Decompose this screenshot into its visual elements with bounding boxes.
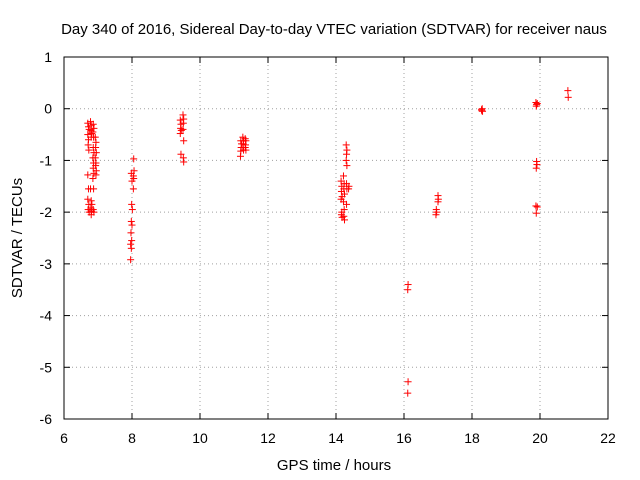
grid-lines bbox=[64, 57, 608, 419]
data-point bbox=[129, 185, 137, 193]
data-point bbox=[87, 197, 95, 205]
data-point bbox=[127, 217, 135, 225]
data-point bbox=[532, 202, 540, 210]
data-point bbox=[127, 256, 135, 264]
data-point bbox=[130, 175, 138, 183]
data-point bbox=[90, 185, 98, 193]
x-tick-label: 10 bbox=[192, 430, 208, 446]
data-point bbox=[176, 116, 184, 124]
data-point bbox=[89, 175, 97, 183]
data-point bbox=[479, 107, 487, 115]
data-point bbox=[533, 203, 541, 211]
data-point bbox=[564, 93, 572, 101]
data-point bbox=[89, 128, 97, 136]
x-axis-label: GPS time / hours bbox=[277, 457, 391, 474]
data-point bbox=[177, 126, 185, 134]
data-point bbox=[343, 200, 351, 208]
data-point bbox=[564, 87, 572, 95]
y-tick-label: -1 bbox=[40, 152, 53, 168]
data-point bbox=[85, 146, 93, 154]
data-point bbox=[128, 237, 136, 245]
data-point bbox=[179, 125, 187, 133]
data-point bbox=[343, 150, 351, 158]
data-point bbox=[92, 171, 100, 179]
data-point bbox=[340, 206, 348, 214]
data-point bbox=[128, 206, 136, 214]
data-point bbox=[345, 185, 353, 193]
data-point bbox=[342, 141, 350, 149]
data-point bbox=[85, 125, 93, 133]
data-point bbox=[179, 119, 187, 127]
data-point bbox=[532, 164, 540, 172]
data-point bbox=[89, 120, 97, 128]
data-point bbox=[236, 152, 244, 160]
data-point bbox=[130, 167, 138, 175]
data-point bbox=[478, 107, 486, 115]
y-tick-label: -6 bbox=[40, 411, 53, 427]
y-tick-label: -5 bbox=[40, 359, 53, 375]
data-point bbox=[404, 286, 412, 294]
y-tick-label: 0 bbox=[44, 101, 52, 117]
data-point bbox=[343, 162, 351, 170]
x-tick-label: 6 bbox=[60, 430, 68, 446]
x-tick-label: 12 bbox=[260, 430, 276, 446]
x-tick-label: 16 bbox=[396, 430, 412, 446]
y-tick-label: -4 bbox=[40, 308, 53, 324]
data-point bbox=[177, 150, 185, 158]
data-point bbox=[91, 133, 99, 141]
data-point bbox=[432, 211, 440, 219]
data-point bbox=[532, 209, 540, 217]
x-tick-label: 14 bbox=[328, 430, 344, 446]
data-point bbox=[127, 240, 135, 248]
data-point bbox=[179, 111, 187, 119]
data-point bbox=[90, 124, 98, 132]
y-tick-label: 1 bbox=[44, 49, 52, 65]
data-point bbox=[533, 161, 541, 169]
x-tick-label: 18 bbox=[464, 430, 480, 446]
data-point bbox=[404, 378, 412, 386]
x-tick-label: 8 bbox=[128, 430, 136, 446]
data-point bbox=[339, 172, 347, 180]
data-point bbox=[340, 212, 348, 220]
data-point bbox=[84, 141, 92, 149]
axis-ticks bbox=[63, 56, 609, 420]
data-point bbox=[341, 190, 348, 198]
data-point bbox=[91, 154, 99, 162]
data-point bbox=[128, 200, 136, 208]
data-point bbox=[128, 221, 136, 229]
y-tick-label: -2 bbox=[40, 204, 53, 220]
data-point bbox=[180, 158, 188, 166]
data-point bbox=[434, 198, 442, 206]
data-point bbox=[342, 156, 350, 164]
data-point bbox=[533, 100, 541, 108]
data-point bbox=[90, 208, 98, 216]
data-point bbox=[92, 162, 100, 170]
data-point bbox=[242, 146, 250, 154]
data-point bbox=[341, 216, 348, 224]
data-point bbox=[404, 389, 412, 397]
data-point bbox=[84, 195, 92, 203]
data-point bbox=[84, 171, 92, 179]
data-point bbox=[88, 200, 96, 208]
x-tick-label: 22 bbox=[600, 430, 616, 446]
data-point bbox=[180, 137, 188, 145]
data-point bbox=[130, 155, 138, 163]
chart-title: Day 340 of 2016, Sidereal Day-to-day VTE… bbox=[61, 21, 607, 38]
y-axis-label: SDTVAR / TECUs bbox=[9, 178, 26, 298]
data-point bbox=[176, 130, 184, 138]
data-point bbox=[92, 144, 100, 151]
data-point bbox=[92, 149, 100, 157]
data-point bbox=[127, 244, 135, 252]
y-tick-label: -3 bbox=[40, 256, 53, 272]
y-tick-labels: -6 -5 -4 -3 -2 -1 0 1 bbox=[40, 49, 53, 427]
data-markers bbox=[84, 87, 572, 397]
x-tick-label: 20 bbox=[532, 430, 548, 446]
x-tick-labels: 6 8 10 12 14 16 18 20 22 bbox=[60, 430, 616, 446]
data-point bbox=[127, 229, 135, 237]
